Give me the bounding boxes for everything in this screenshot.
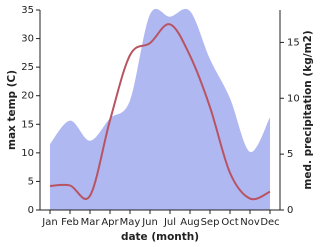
y-tick-label: 35 bbox=[21, 5, 34, 16]
x-tick-label: Mar bbox=[81, 217, 101, 228]
x-tick-label: Jul bbox=[163, 217, 176, 228]
y2-tick-label: 5 bbox=[287, 149, 293, 160]
x-tick-label: Dec bbox=[260, 217, 279, 228]
x-tick-label: Jan bbox=[41, 217, 57, 228]
y2-tick-label: 15 bbox=[287, 37, 300, 48]
x-tick-label: Aug bbox=[180, 217, 200, 228]
precip-area bbox=[50, 8, 270, 211]
x-tick-label: Feb bbox=[61, 217, 79, 228]
y2-tick-label: 0 bbox=[287, 205, 293, 216]
y-tick-label: 25 bbox=[21, 62, 34, 73]
x-tick-label: Nov bbox=[240, 217, 260, 228]
x-tick-label: Oct bbox=[221, 217, 238, 228]
y2-tick-label: 10 bbox=[287, 93, 300, 104]
y-tick-label: 15 bbox=[21, 119, 34, 130]
y-axis-label: max temp (C) bbox=[6, 70, 18, 150]
temp-line bbox=[49, 23, 271, 201]
y-tick-label: 0 bbox=[28, 205, 34, 216]
x-tick-label: Apr bbox=[101, 217, 119, 228]
y-tick-label: 10 bbox=[21, 148, 34, 159]
y-tick-label: 20 bbox=[21, 91, 34, 102]
x-tick-label: Jun bbox=[141, 217, 158, 228]
y-tick-label: 30 bbox=[21, 34, 34, 45]
x-axis-label: date (month) bbox=[121, 231, 199, 243]
y-tick-label: 5 bbox=[28, 176, 34, 187]
x-tick-label: Sep bbox=[201, 217, 220, 228]
y2-axis-label: med. precipitation (kg/m2) bbox=[302, 30, 314, 189]
x-tick-label: May bbox=[120, 217, 141, 228]
